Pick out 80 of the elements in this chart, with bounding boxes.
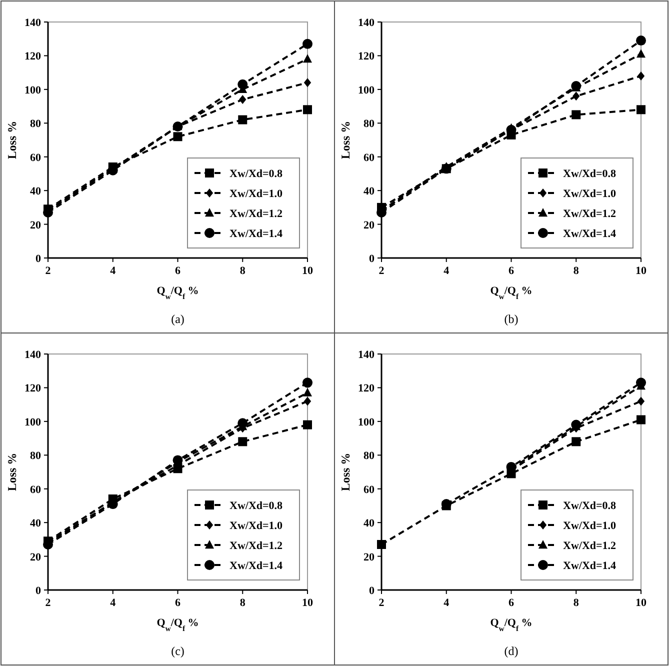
- x-axis-title: Q$_{w}$/Q$_{f}$ %: [490, 617, 532, 632]
- legend-label: Xw/Xd=1.0: [563, 520, 617, 532]
- y-tick-label: 120: [24, 50, 42, 63]
- x-tick-label: 4: [444, 597, 450, 609]
- text: (c): [171, 644, 184, 658]
- y-tick-label: 140: [24, 349, 42, 361]
- y-tick-label: 100: [358, 416, 375, 428]
- text: (b): [504, 312, 518, 326]
- legend-label: Xw/Xd=0.8: [563, 500, 617, 512]
- y-tick-label: 120: [358, 50, 375, 63]
- x-tick-label: 2: [45, 265, 52, 277]
- y-tick-label: 80: [30, 450, 42, 462]
- y-tick-label: 60: [30, 484, 42, 496]
- y-tick-label: 40: [30, 518, 42, 530]
- y-tick-label: 20: [30, 219, 42, 232]
- y-tick-label: 40: [364, 518, 375, 530]
- y-tick-label: 40: [364, 186, 375, 198]
- y-tick-label: 60: [364, 484, 375, 496]
- x-tick-label: 2: [378, 265, 385, 277]
- y-tick-label: 40: [30, 186, 42, 198]
- legend-label: Xw/Xd=1.4: [563, 560, 617, 572]
- text: (d): [504, 644, 518, 658]
- y-tick-label: 0: [369, 585, 375, 597]
- legend-label: Xw/Xd=1.2: [563, 540, 617, 552]
- legend-label: Xw/Xd=1.4: [230, 560, 284, 572]
- y-tick-label: 60: [364, 152, 375, 164]
- y-axis-title: Loss %: [5, 120, 19, 160]
- y-tick-label: 100: [358, 84, 375, 96]
- x-tick-label: 4: [444, 265, 450, 277]
- legend-label: Xw/Xd=0.8: [563, 168, 617, 180]
- y-tick-label: 80: [30, 118, 42, 130]
- y-tick-label: 60: [30, 152, 42, 164]
- legend-label: Xw/Xd=1.0: [230, 188, 284, 200]
- y-axis-title: Loss %: [5, 452, 19, 492]
- x-tick-label: 8: [573, 597, 580, 609]
- y-tick-label: 120: [358, 382, 375, 395]
- legend-label: Xw/Xd=1.4: [563, 228, 617, 240]
- x-tick-label: 6: [175, 265, 181, 277]
- legend-label: Xw/Xd=1.0: [563, 188, 617, 200]
- y-tick-label: 0: [36, 253, 42, 265]
- x-tick-label: 10: [302, 597, 314, 609]
- text: (a): [171, 312, 184, 326]
- x-tick-label: 6: [508, 265, 514, 277]
- y-tick-label: 20: [364, 219, 375, 232]
- x-tick-label: 2: [378, 597, 385, 609]
- x-tick-label: 8: [240, 597, 246, 609]
- y-axis-title: Loss %: [338, 452, 352, 492]
- y-tick-label: 80: [364, 118, 375, 130]
- y-tick-label: 140: [358, 17, 375, 29]
- x-tick-label: 2: [45, 597, 52, 609]
- x-tick-label: 8: [573, 265, 580, 277]
- y-tick-label: 0: [36, 585, 42, 597]
- y-tick-label: 0: [369, 253, 375, 265]
- legend-label: Xw/Xd=0.8: [230, 168, 284, 180]
- x-tick-label: 6: [175, 597, 181, 609]
- y-tick-label: 100: [24, 84, 42, 96]
- x-tick-label: 10: [302, 265, 314, 277]
- y-tick-label: 20: [30, 551, 42, 564]
- legend-label: Xw/Xd=1.2: [230, 208, 284, 220]
- legend-label: Xw/Xd=0.8: [230, 500, 284, 512]
- legend-label: Xw/Xd=1.2: [563, 208, 617, 220]
- x-axis-title: Q$_{w}$/Q$_{f}$ %: [156, 285, 199, 300]
- legend-label: Xw/Xd=1.0: [230, 520, 284, 532]
- y-tick-label: 120: [24, 382, 42, 395]
- x-tick-label: 10: [636, 597, 647, 609]
- x-axis-title: Q$_{w}$/Q$_{f}$ %: [156, 617, 199, 632]
- y-tick-label: 140: [24, 17, 42, 29]
- x-tick-label: 6: [508, 597, 514, 609]
- x-tick-label: 4: [110, 265, 116, 277]
- x-tick-label: 10: [636, 265, 647, 277]
- legend-label: Xw/Xd=1.4: [230, 228, 284, 240]
- legend-label: Xw/Xd=1.2: [230, 540, 284, 552]
- y-tick-label: 20: [364, 551, 375, 564]
- x-axis-title: Q$_{w}$/Q$_{f}$ %: [490, 285, 532, 300]
- y-tick-label: 140: [358, 349, 375, 361]
- y-tick-label: 100: [24, 416, 42, 428]
- x-tick-label: 8: [240, 265, 246, 277]
- y-axis-title: Loss %: [338, 120, 352, 160]
- x-tick-label: 4: [110, 597, 116, 609]
- y-tick-label: 80: [364, 450, 375, 462]
